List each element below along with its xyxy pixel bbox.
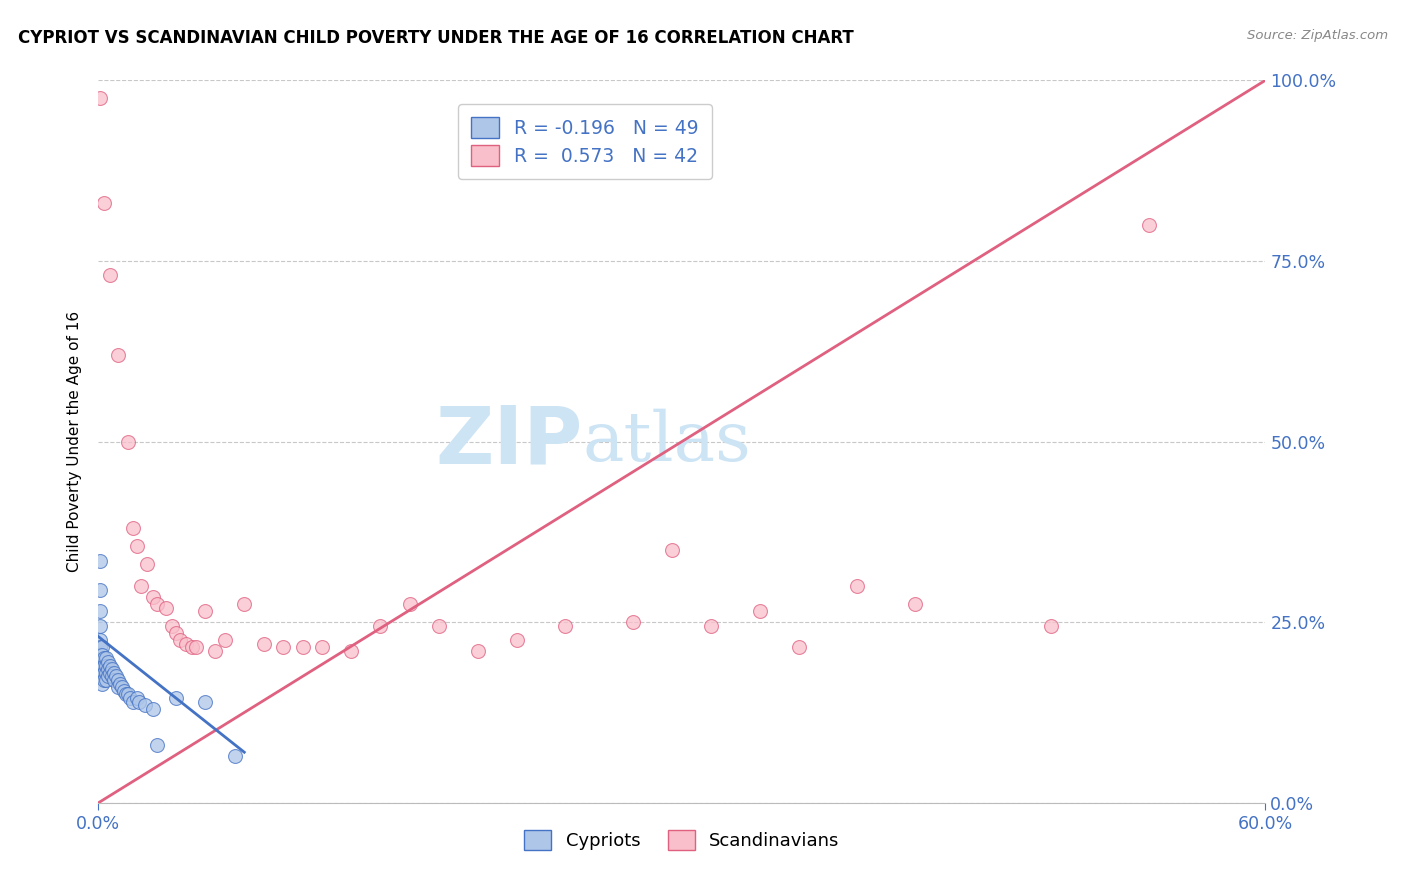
Point — [340, 644, 363, 658]
Point — [91, 640, 114, 655]
Point — [174, 637, 197, 651]
Point — [787, 640, 810, 655]
Point — [96, 665, 118, 680]
Point — [93, 658, 115, 673]
Point — [97, 662, 120, 676]
Point — [184, 640, 207, 655]
Point — [505, 633, 527, 648]
Point — [91, 655, 114, 669]
Point — [104, 669, 127, 683]
Point — [91, 662, 114, 676]
Point — [142, 590, 165, 604]
Point — [370, 619, 392, 633]
Point — [204, 644, 226, 658]
Y-axis label: Child Poverty Under the Age of 16: Child Poverty Under the Age of 16 — [66, 311, 82, 572]
Point — [97, 655, 120, 669]
Point — [398, 597, 420, 611]
Point — [661, 542, 683, 557]
Legend: Cypriots, Scandinavians: Cypriots, Scandinavians — [516, 821, 848, 859]
Point — [98, 665, 121, 680]
Point — [93, 196, 115, 211]
Point — [128, 695, 150, 709]
Point — [214, 633, 236, 648]
Point — [107, 348, 129, 362]
Point — [98, 658, 121, 673]
Point — [311, 640, 333, 655]
Point — [93, 665, 115, 680]
Point — [146, 597, 169, 611]
Point — [97, 669, 120, 683]
Point — [253, 637, 276, 651]
Point — [103, 665, 125, 680]
Point — [169, 633, 191, 648]
Point — [621, 615, 644, 630]
Point — [89, 582, 111, 597]
Point — [165, 691, 187, 706]
Point — [162, 619, 184, 633]
Point — [467, 644, 489, 658]
Point — [180, 640, 202, 655]
Point — [146, 738, 169, 752]
Point — [233, 597, 256, 611]
Point — [846, 579, 869, 593]
Point — [89, 640, 111, 655]
Point — [101, 662, 124, 676]
Point — [554, 619, 576, 633]
Point — [224, 748, 246, 763]
Point — [111, 680, 134, 694]
Point — [118, 691, 141, 706]
Point — [91, 676, 114, 690]
Point — [122, 695, 145, 709]
Point — [89, 648, 111, 662]
Point — [96, 658, 118, 673]
Point — [127, 539, 149, 553]
Point — [271, 640, 294, 655]
Point — [127, 691, 149, 706]
Point — [165, 626, 187, 640]
Point — [1040, 619, 1063, 633]
Point — [107, 673, 129, 687]
Point — [291, 640, 314, 655]
Point — [89, 91, 111, 105]
Point — [134, 698, 156, 713]
Point — [107, 680, 129, 694]
Point — [91, 669, 114, 683]
Point — [91, 648, 114, 662]
Point — [136, 558, 159, 572]
Text: CYPRIOT VS SCANDINAVIAN CHILD POVERTY UNDER THE AGE OF 16 CORRELATION CHART: CYPRIOT VS SCANDINAVIAN CHILD POVERTY UN… — [18, 29, 853, 46]
Text: atlas: atlas — [582, 409, 752, 475]
Text: ZIP: ZIP — [436, 402, 582, 481]
Point — [904, 597, 927, 611]
Point — [98, 268, 121, 283]
Point — [96, 673, 118, 687]
Point — [93, 673, 115, 687]
Point — [103, 673, 125, 687]
Point — [194, 604, 217, 618]
Point — [142, 702, 165, 716]
Point — [1137, 218, 1160, 232]
Point — [89, 633, 111, 648]
Point — [129, 579, 152, 593]
Point — [122, 521, 145, 535]
Point — [89, 655, 111, 669]
Point — [114, 687, 136, 701]
Point — [93, 651, 115, 665]
Point — [89, 554, 111, 568]
Point — [155, 600, 177, 615]
Text: Source: ZipAtlas.com: Source: ZipAtlas.com — [1247, 29, 1388, 42]
Point — [112, 683, 135, 698]
Point — [700, 619, 723, 633]
Point — [89, 619, 111, 633]
Point — [748, 604, 770, 618]
Point — [427, 619, 450, 633]
Point — [108, 676, 131, 690]
Point — [194, 695, 217, 709]
Point — [89, 604, 111, 618]
Point — [96, 651, 118, 665]
Point — [117, 687, 139, 701]
Point — [101, 669, 124, 683]
Point — [117, 434, 139, 449]
